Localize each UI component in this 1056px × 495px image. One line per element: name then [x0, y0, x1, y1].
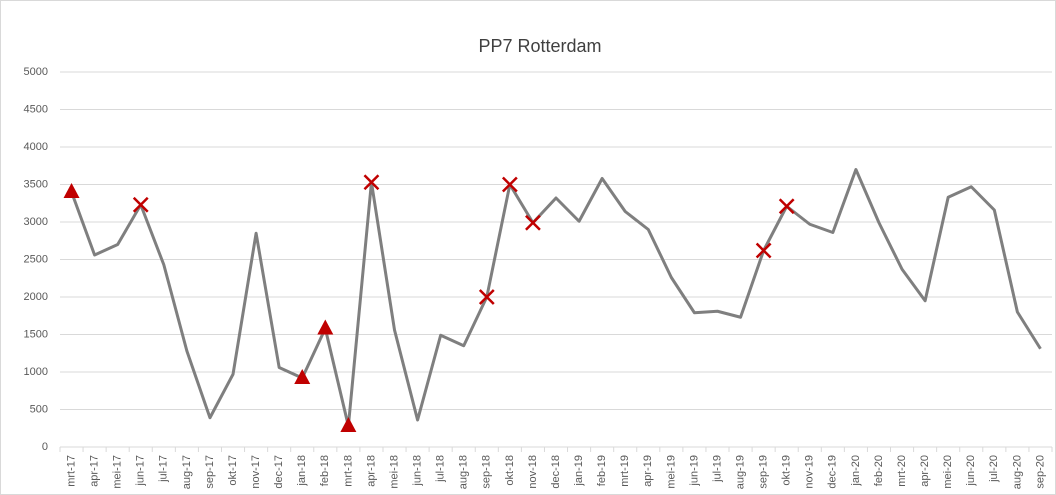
x-tick-label: sep-18 [481, 455, 493, 489]
x-tick-label: apr-19 [642, 455, 654, 487]
y-tick-label: 4500 [24, 103, 48, 115]
x-tick-label: feb-20 [873, 455, 885, 486]
x-tick-label: mrt-19 [619, 455, 631, 487]
y-tick-label: 0 [42, 441, 48, 453]
x-tick-label: sep-19 [758, 455, 770, 489]
x-tick-label: dec-17 [273, 455, 285, 489]
x-tick-label: mei-17 [112, 455, 124, 489]
x-tick-label: apr-17 [89, 455, 101, 487]
x-tick-label: aug-20 [1011, 455, 1023, 489]
y-tick-label: 1000 [24, 366, 48, 378]
x-tick-label: jun-19 [688, 455, 700, 487]
x-tick-label: dec-18 [550, 455, 562, 489]
y-tick-label: 2000 [24, 291, 48, 303]
x-tick-label: feb-18 [319, 455, 331, 486]
x-tick-label: jun-20 [965, 455, 977, 487]
x-tick-label: nov-17 [250, 455, 262, 489]
x-tick-label: nov-19 [804, 455, 816, 489]
cross-marker [363, 174, 380, 191]
y-tick-label: 4000 [24, 141, 48, 153]
cross-marker [132, 196, 149, 213]
x-tick-label: jan-19 [573, 455, 585, 487]
x-tick-label: mrt-17 [65, 455, 77, 487]
y-tick-label: 1500 [24, 328, 48, 340]
triangle-marker [340, 417, 357, 432]
y-tick-label: 3500 [24, 178, 48, 190]
y-tick-label: 5000 [24, 66, 48, 78]
x-tick-label: jan-18 [296, 455, 308, 487]
data-line [70, 168, 1042, 428]
x-tick-label: jul-18 [435, 455, 447, 483]
x-tick-label: dec-19 [827, 455, 839, 489]
cross-marker [755, 242, 772, 259]
cross-marker [525, 214, 541, 231]
x-tick-label: aug-18 [458, 455, 470, 489]
x-tick-label: jun-17 [135, 455, 147, 487]
x-tick-label: okt-19 [781, 455, 793, 486]
y-tick-label: 3000 [24, 216, 48, 228]
x-tick-label: jul-19 [711, 455, 723, 483]
x-tick-label: feb-19 [596, 455, 608, 486]
x-tick-label: nov-18 [527, 455, 539, 489]
x-tick-label: aug-19 [734, 455, 746, 489]
x-tick-label: mei-20 [942, 455, 954, 489]
x-tick-label: apr-20 [919, 455, 931, 487]
x-tick-label: okt-18 [504, 455, 516, 486]
x-tick-label: mei-18 [388, 455, 400, 489]
x-tick-label: sep-17 [204, 455, 216, 489]
y-tick-label: 2500 [24, 253, 48, 265]
x-tick-label: apr-18 [365, 455, 377, 487]
y-tick-label: 500 [30, 403, 48, 415]
cross-marker [478, 289, 495, 305]
x-tick-label: sep-20 [1034, 455, 1046, 489]
triangle-marker [294, 369, 311, 384]
x-tick-label: jun-18 [411, 455, 423, 487]
x-tick-label: aug-17 [181, 455, 193, 489]
x-tick-label: jan-20 [850, 455, 862, 487]
x-tick-label: mei-19 [665, 455, 677, 489]
x-tick-label: okt-17 [227, 455, 239, 486]
x-tick-label: mrt-18 [342, 455, 354, 487]
x-tick-label: jul-17 [158, 455, 170, 483]
triangle-marker [317, 319, 334, 335]
cross-marker [778, 198, 795, 215]
triangle-marker [63, 183, 80, 198]
cross-marker [501, 176, 518, 193]
chart-title: PP7 Rotterdam [478, 36, 601, 56]
x-tick-label: mrt-20 [896, 455, 908, 487]
x-tick-label: jul-20 [988, 455, 1000, 483]
